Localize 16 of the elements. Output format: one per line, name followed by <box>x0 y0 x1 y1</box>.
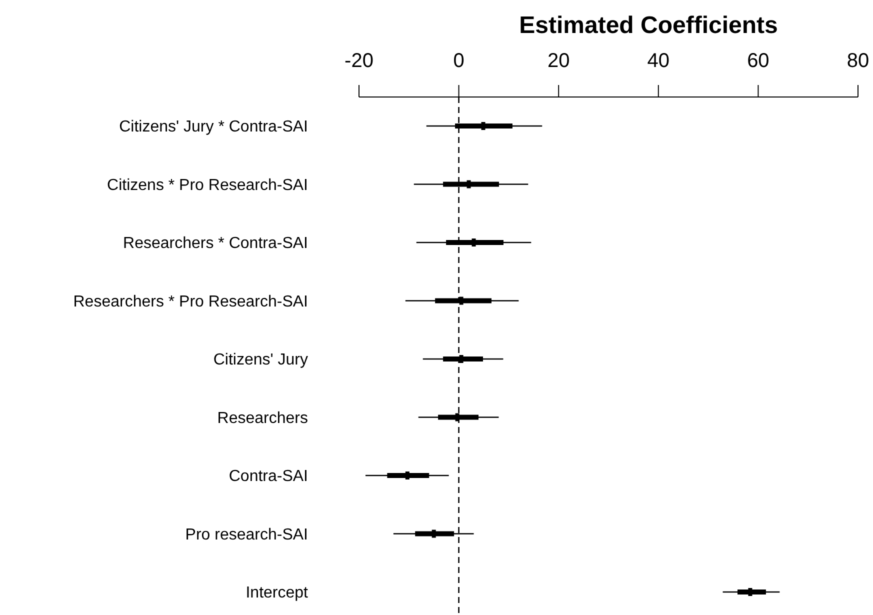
x-tick-label: 60 <box>747 50 770 72</box>
x-tick-label: -20 <box>344 50 374 72</box>
y-tick-label: Researchers * Contra-SAI <box>123 235 308 252</box>
y-tick-label: Researchers * Pro Research-SAI <box>73 293 308 310</box>
x-tick-label: 20 <box>547 50 570 72</box>
y-tick-label: Citizens' Jury <box>213 352 308 369</box>
x-tick-label: 80 <box>846 50 870 72</box>
x-tick-label: 40 <box>647 50 670 72</box>
y-tick-label: Pro research-SAI <box>185 526 308 544</box>
chart-title: Estimated Coefficients <box>519 12 778 39</box>
y-tick-label: Researchers <box>217 410 308 427</box>
y-tick-label: Intercept <box>246 584 309 602</box>
y-tick-label: Citizens' Jury * Contra-SAI <box>119 118 308 136</box>
y-tick-label: Contra-SAI <box>228 468 308 486</box>
x-tick-label: 0 <box>453 50 464 72</box>
y-tick-label: Citizens * Pro Research-SAI <box>107 176 308 194</box>
